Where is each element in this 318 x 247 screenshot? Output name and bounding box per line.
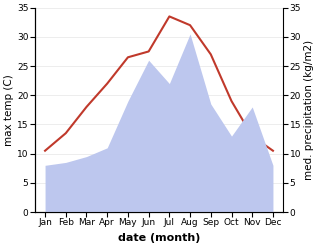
X-axis label: date (month): date (month): [118, 233, 200, 243]
Y-axis label: max temp (C): max temp (C): [4, 74, 14, 146]
Y-axis label: med. precipitation (kg/m2): med. precipitation (kg/m2): [304, 40, 314, 180]
